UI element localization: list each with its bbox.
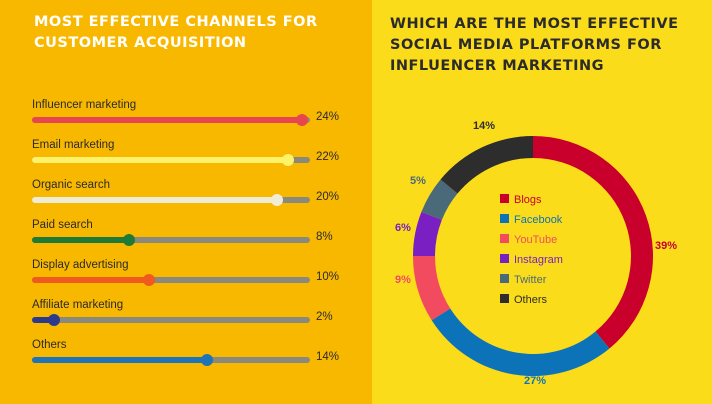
bar-fill <box>32 157 288 163</box>
legend-label: Others <box>514 294 548 306</box>
legend-swatch <box>500 234 509 243</box>
channels-title-line-2: CUSTOMER ACQUISITION <box>34 35 247 51</box>
legend-swatch <box>500 214 509 223</box>
bar-value-label: 2% <box>316 311 333 323</box>
channels-title: MOST EFFECTIVE CHANNELS FOR CUSTOMER ACQ… <box>34 12 354 54</box>
bar-fill <box>32 317 55 323</box>
donut-slice <box>431 308 610 377</box>
bar-label: Paid search <box>32 219 93 231</box>
platforms-title-line-3: INFLUENCER MARKETING <box>390 58 605 74</box>
donut-value-label: 5% <box>410 175 426 187</box>
donut-slice <box>533 136 653 349</box>
legend-label: Blogs <box>514 194 542 206</box>
legend-label: Twitter <box>514 274 547 286</box>
bar-track <box>32 234 310 246</box>
legend-swatch <box>500 294 509 303</box>
bar-handle <box>270 194 283 206</box>
bar-track <box>32 194 310 206</box>
bar-handle <box>142 274 155 286</box>
platforms-title: WHICH ARE THE MOST EFFECTIVE SOCIAL MEDI… <box>390 14 710 77</box>
bar-value-label: 22% <box>316 151 340 163</box>
bar-fill <box>32 117 302 123</box>
bar-value-label: 8% <box>316 231 333 243</box>
bar-row: Affiliate marketing 2% <box>32 299 352 329</box>
bar-fill <box>32 277 149 283</box>
bar-label: Display advertising <box>32 259 129 271</box>
platforms-title-line-2: SOCIAL MEDIA PLATFORMS FOR <box>390 37 662 53</box>
bar-value-label: 20% <box>316 191 340 203</box>
channels-title-line-1: MOST EFFECTIVE CHANNELS FOR <box>34 14 318 30</box>
bar-label: Organic search <box>32 179 110 191</box>
platforms-donut-chart: 39% 27% 9% 6% 5% 14% Blogs Facebook YouTube Insta… <box>395 120 677 387</box>
bar-track <box>32 314 310 326</box>
bar-label: Others <box>32 339 67 351</box>
platforms-panel: WHICH ARE THE MOST EFFECTIVE SOCIAL MEDI… <box>372 0 712 404</box>
bar-handle <box>123 234 136 246</box>
legend-swatch <box>500 254 509 263</box>
legend-label: Facebook <box>514 214 563 226</box>
bar-handle <box>281 154 294 166</box>
donut-slice <box>440 136 533 194</box>
bar-track <box>32 154 310 166</box>
donut-value-label: 39% <box>655 240 677 252</box>
legend-swatch <box>500 194 509 203</box>
bar-label: Affiliate marketing <box>32 299 124 311</box>
donut-value-label: 27% <box>524 375 546 387</box>
bar-fill <box>32 357 208 363</box>
bar-value-label: 10% <box>316 271 340 283</box>
legend-label: Instagram <box>514 254 563 266</box>
donut-value-label: 6% <box>395 222 411 234</box>
channels-panel: MOST EFFECTIVE CHANNELS FOR CUSTOMER ACQ… <box>0 0 372 404</box>
bar-track <box>32 354 310 366</box>
bar-handle <box>295 114 308 126</box>
bar-track <box>32 274 310 286</box>
legend-label: YouTube <box>514 234 557 246</box>
platforms-title-line-1: WHICH ARE THE MOST EFFECTIVE <box>390 16 679 32</box>
bar-value-label: 14% <box>316 351 340 363</box>
bar-fill <box>32 197 277 203</box>
bar-row: Email marketing 22% <box>32 139 352 169</box>
bar-handle <box>48 314 61 326</box>
donut-slice <box>413 256 451 321</box>
bar-row: Display advertising 10% <box>32 259 352 289</box>
donut-slice <box>413 211 442 256</box>
bar-label: Email marketing <box>32 139 115 151</box>
legend-swatch <box>500 274 509 283</box>
bar-row: Paid search 8% <box>32 219 352 249</box>
bar-row: Organic search 20% <box>32 179 352 209</box>
bar-fill <box>32 237 130 243</box>
bar-track <box>32 114 310 126</box>
bar-handle <box>201 354 214 366</box>
bar-row: Influencer marketing 24% <box>32 99 352 129</box>
donut-value-label: 14% <box>473 120 495 132</box>
bar-value-label: 24% <box>316 111 340 123</box>
bar-label: Influencer marketing <box>32 99 137 111</box>
donut-value-label: 9% <box>395 274 411 286</box>
donut-slice <box>421 179 458 220</box>
bar-row: Others 14% <box>32 339 352 369</box>
